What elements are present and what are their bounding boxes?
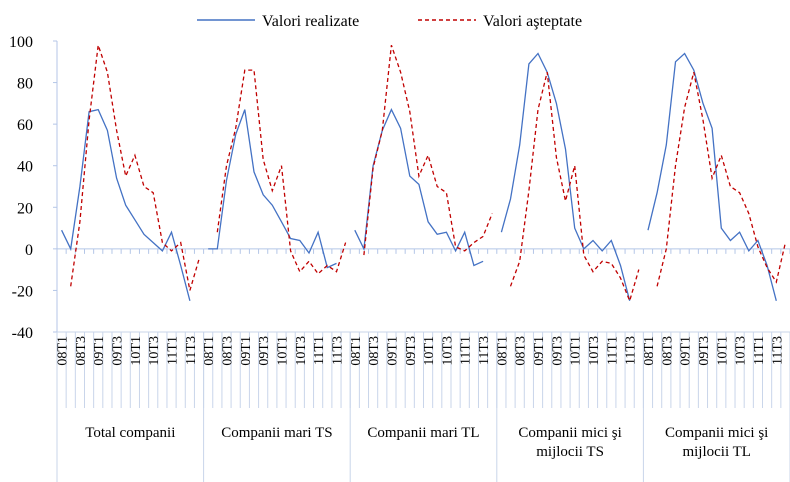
x-tick-label: 08T3 <box>514 336 529 366</box>
y-tick-label: -20 <box>12 283 33 300</box>
x-tick-label: 09T3 <box>404 336 419 366</box>
x-tick-label: 09T1 <box>532 336 547 366</box>
x-tick-label: 10T3 <box>147 336 162 366</box>
group-label: Companii mici şi mijlocii TS <box>518 425 622 460</box>
x-tick-label: 10T3 <box>734 336 749 366</box>
x-tick-label: 08T1 <box>642 336 657 366</box>
group-label: Companii mari TS <box>221 425 333 441</box>
x-tick-label: 10T1 <box>715 336 730 366</box>
x-tick-label: 09T1 <box>239 336 254 366</box>
x-tick-label: 11T1 <box>605 336 620 365</box>
y-tick-label: 20 <box>17 200 33 217</box>
x-tick-label: 08T1 <box>56 336 71 366</box>
x-tick-label: 10T3 <box>440 336 455 366</box>
x-tick-label: 09T3 <box>697 336 712 366</box>
x-tick-label: 08T1 <box>495 336 510 366</box>
x-tick-label: 10T1 <box>275 336 290 366</box>
y-tick-label: 60 <box>17 117 33 134</box>
x-tick-label: 09T1 <box>679 336 694 366</box>
x-tick-label: 09T3 <box>550 336 565 366</box>
x-tick-label: 08T3 <box>367 336 382 366</box>
x-tick-label: 08T1 <box>349 336 364 366</box>
legend-label: Valori aşteptate <box>483 13 582 30</box>
x-tick-label: 09T3 <box>111 336 126 366</box>
x-tick-label: 09T1 <box>385 336 400 366</box>
x-tick-label: 08T3 <box>74 336 89 366</box>
x-tick-label: 11T1 <box>459 336 474 365</box>
x-tick-label: 08T3 <box>660 336 675 366</box>
x-tick-label: 11T1 <box>166 336 181 365</box>
x-tick-label: 11T1 <box>312 336 327 365</box>
group-label: Companii mari TL <box>367 425 480 441</box>
y-tick-label: 0 <box>25 242 33 259</box>
x-tick-label: 11T3 <box>330 336 345 365</box>
x-tick-label: 10T3 <box>294 336 309 366</box>
x-tick-label: 08T1 <box>202 336 217 366</box>
series-line <box>70 44 787 303</box>
x-tick-label: 10T1 <box>129 336 144 366</box>
y-tick-label: -40 <box>12 325 33 342</box>
x-tick-label: 11T3 <box>770 336 785 365</box>
x-tick-label: 09T3 <box>257 336 272 366</box>
group-label: Total companii <box>85 425 176 441</box>
x-tick-label: 10T1 <box>569 336 584 366</box>
x-tick-label: 09T1 <box>92 336 107 366</box>
legend-label: Valori realizate <box>262 13 359 30</box>
x-tick-label: 08T3 <box>221 336 236 366</box>
series-line <box>61 52 777 301</box>
group-label: Companii mici şi mijlocii TL <box>665 425 769 460</box>
x-tick-label: 10T1 <box>422 336 437 366</box>
y-tick-label: 40 <box>17 159 33 176</box>
x-tick-label: 11T3 <box>624 336 639 365</box>
x-tick-label: 11T3 <box>477 336 492 365</box>
y-tick-label: 100 <box>9 34 33 51</box>
x-tick-label: 11T1 <box>752 336 767 365</box>
x-tick-label: 11T3 <box>184 336 199 365</box>
x-tick-label: 10T3 <box>587 336 602 366</box>
y-tick-label: 80 <box>17 76 33 93</box>
